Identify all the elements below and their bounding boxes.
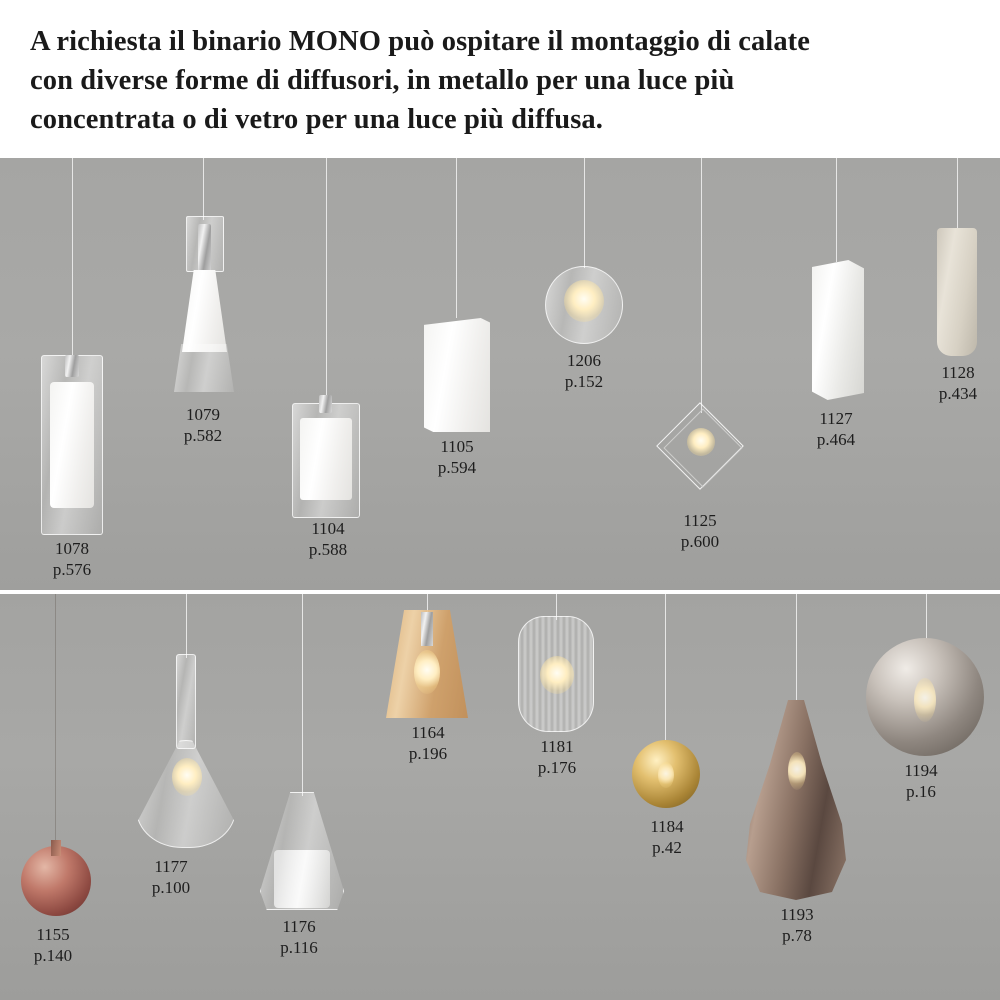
lamp-1181 — [518, 616, 594, 732]
cord-1181 — [556, 594, 557, 620]
cord-1104 — [326, 158, 327, 403]
label-1177: 1177 p.100 — [151, 857, 191, 897]
lamp-1127-body — [812, 260, 864, 400]
lamp-1155-socket — [51, 840, 61, 856]
lamp-1164 — [386, 610, 468, 718]
label-1125: 1125 p.600 — [680, 511, 720, 551]
cord-1155 — [55, 594, 56, 846]
label-1155: 1155 p.140 — [33, 925, 73, 965]
lamp-1176-frosted — [274, 850, 330, 908]
lamp-1155-globe — [21, 846, 91, 916]
cord-1164 — [427, 594, 428, 614]
lamp-1206-bulb — [564, 280, 604, 322]
label-1164: 1164 p.196 — [408, 723, 448, 763]
lamp-1193-bulb — [788, 752, 806, 790]
product-band-bottom: 1155 p.140 1177 p.100 1176 p.116 1164 p.… — [0, 594, 1000, 1000]
heading-line-2: con diverse forme di diffusori, in metal… — [30, 65, 735, 96]
cord-1176 — [302, 594, 303, 796]
label-1128: 1128 p.434 — [938, 363, 978, 403]
lamp-1193 — [746, 700, 846, 900]
cord-1128 — [957, 158, 958, 230]
label-1079: 1079 p.582 — [183, 405, 223, 445]
lamp-1155 — [21, 840, 91, 920]
lamp-1177-bulb — [172, 758, 202, 796]
lamp-1184 — [632, 740, 700, 808]
lamp-1184-bulb — [658, 762, 674, 788]
cord-1206 — [584, 158, 585, 268]
lamp-1177-neck — [176, 654, 196, 749]
lamp-1105 — [424, 318, 490, 432]
label-1206: 1206 p.152 — [564, 351, 604, 391]
lamp-1078-chrome-top — [65, 355, 79, 377]
label-1184: 1184 p.42 — [650, 817, 684, 857]
lamp-1164-chrome-stem — [421, 612, 433, 646]
cord-1125 — [701, 158, 702, 413]
lamp-1079-cone — [182, 270, 227, 352]
lamp-1193-drop-body — [746, 700, 846, 900]
label-1194: 1194 p.16 — [904, 761, 938, 801]
cord-1193 — [796, 594, 797, 704]
product-band-top: 1078 p.576 1079 p.582 1104 p.588 1105 p.… — [0, 158, 1000, 590]
lamp-1105-box — [424, 318, 490, 432]
cord-1078 — [72, 158, 73, 358]
lamp-1128 — [937, 228, 977, 356]
lamp-1079-chrome-stem — [198, 224, 211, 276]
lamp-1125-bulb — [687, 428, 715, 456]
lamp-1194 — [866, 638, 984, 756]
cord-1194 — [926, 594, 927, 642]
lamp-1194-bulb — [914, 678, 936, 722]
label-1078: 1078 p.576 — [52, 539, 92, 579]
lamp-1177 — [128, 654, 244, 849]
lamp-1176 — [260, 792, 344, 910]
lamp-1079-bottom-glass — [174, 344, 234, 392]
lamp-1079 — [170, 216, 238, 392]
label-1105: 1105 p.594 — [437, 437, 477, 477]
lamp-1127 — [812, 260, 864, 400]
lamp-1104-diffuser — [300, 418, 352, 500]
label-1176: 1176 p.116 — [280, 917, 318, 957]
heading-line-3: concentrata o di vetro per una luce più … — [30, 104, 603, 135]
lamp-1078 — [41, 355, 103, 535]
cord-1127 — [836, 158, 837, 262]
lamp-1128-body — [937, 228, 977, 356]
cord-1105 — [456, 158, 457, 318]
band-divider — [0, 590, 1000, 594]
cord-1184 — [665, 594, 666, 742]
lamp-1164-bulb — [414, 650, 440, 694]
label-1181: 1181 p.176 — [537, 737, 577, 777]
heading-line-1: A richiesta il binario MONO può ospitare… — [30, 26, 811, 57]
lamp-1104 — [292, 395, 360, 518]
lamp-1206 — [545, 266, 623, 344]
lamp-1104-chrome-top — [319, 395, 332, 413]
lamp-1125 — [656, 402, 744, 490]
label-1104: 1104 p.588 — [308, 519, 348, 559]
lamp-1078-diffuser — [50, 382, 94, 508]
lamp-1181-bulb — [540, 656, 574, 694]
intro-heading: A richiesta il binario MONO può ospitare… — [0, 0, 1000, 158]
label-1127: 1127 p.464 — [816, 409, 856, 449]
cord-1177 — [186, 594, 187, 658]
cord-1079 — [203, 158, 204, 220]
label-1193: 1193 p.78 — [780, 905, 814, 945]
